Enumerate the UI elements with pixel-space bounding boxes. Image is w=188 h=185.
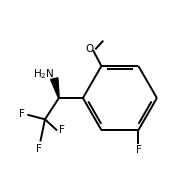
- Polygon shape: [51, 78, 59, 98]
- Text: O: O: [86, 44, 94, 54]
- Text: F: F: [59, 125, 65, 135]
- Text: F: F: [36, 144, 42, 154]
- Text: F: F: [136, 145, 142, 155]
- Text: H$_2$N: H$_2$N: [33, 67, 55, 81]
- Text: F: F: [19, 109, 25, 119]
